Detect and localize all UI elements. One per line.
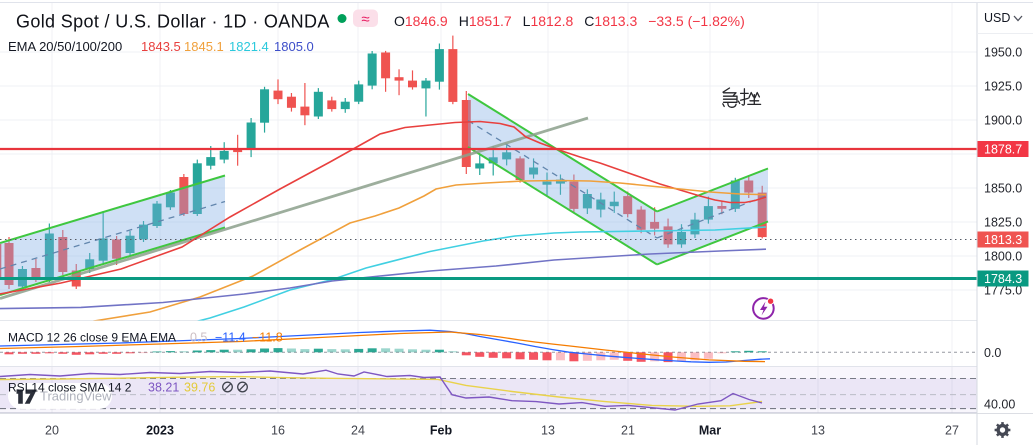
svg-text:2023: 2023 — [146, 424, 174, 438]
svg-text:−11.8: −11.8 — [252, 331, 283, 345]
svg-text:≈: ≈ — [361, 11, 369, 28]
svg-text:40.00: 40.00 — [984, 398, 1015, 412]
svg-text:Feb: Feb — [430, 424, 453, 438]
svg-text:1925.0: 1925.0 — [984, 80, 1022, 94]
svg-text:0.5: 0.5 — [190, 331, 207, 345]
svg-text:24: 24 — [351, 424, 365, 438]
svg-text:USD: USD — [984, 11, 1010, 25]
svg-text:1805.0: 1805.0 — [274, 39, 314, 54]
svg-text:RSI 14 close SMA 14 2: RSI 14 close SMA 14 2 — [8, 381, 132, 395]
svg-text:39.76: 39.76 — [184, 381, 215, 395]
svg-text:TradingView: TradingView — [40, 389, 112, 404]
svg-text:27: 27 — [945, 424, 959, 438]
svg-text:EMA 20/50/100/200: EMA 20/50/100/200 — [8, 39, 122, 54]
svg-text:1878.7: 1878.7 — [984, 143, 1022, 157]
svg-text:−11.4: −11.4 — [215, 331, 246, 345]
svg-text:20: 20 — [45, 424, 59, 438]
svg-text:1900.0: 1900.0 — [984, 114, 1022, 128]
svg-text:1775.0: 1775.0 — [984, 284, 1022, 298]
svg-text:1843.5: 1843.5 — [141, 39, 181, 54]
svg-text:13: 13 — [811, 424, 825, 438]
svg-text:38.21: 38.21 — [148, 381, 179, 395]
svg-text:21: 21 — [621, 424, 635, 438]
svg-text:Mar: Mar — [699, 424, 721, 438]
svg-text:1845.1: 1845.1 — [184, 39, 224, 54]
svg-text:1800.0: 1800.0 — [984, 250, 1022, 264]
svg-text:13: 13 — [541, 424, 555, 438]
svg-text:1825.0: 1825.0 — [984, 216, 1022, 230]
svg-text:1784.3: 1784.3 — [984, 272, 1022, 286]
svg-text:1950.0: 1950.0 — [984, 46, 1022, 60]
svg-text:1813.3: 1813.3 — [984, 233, 1022, 247]
svg-text:Gold Spot / U.S. Dollar · 1D ·: Gold Spot / U.S. Dollar · 1D · OANDA — [16, 12, 330, 32]
svg-text:MACD 12 26 close 9 EMA EMA: MACD 12 26 close 9 EMA EMA — [8, 331, 176, 345]
svg-text:1850.0: 1850.0 — [984, 182, 1022, 196]
svg-text:0.0: 0.0 — [984, 346, 1001, 360]
svg-text:1821.4: 1821.4 — [229, 39, 269, 54]
svg-text:16: 16 — [271, 424, 285, 438]
